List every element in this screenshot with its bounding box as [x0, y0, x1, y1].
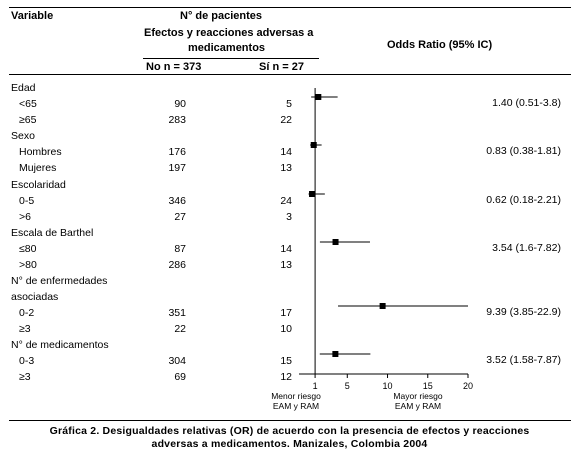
header-odds-ratio: Odds Ratio (95% IC): [387, 39, 493, 51]
or-point: [315, 94, 322, 100]
group-label: Sexo: [11, 130, 35, 142]
or-point: [332, 351, 339, 357]
x-label-more-risk: EAM y RAM: [395, 401, 441, 411]
x-label-less-risk: EAM y RAM: [273, 401, 319, 411]
row-value-no: 69: [174, 371, 186, 383]
x-tick-label: 5: [345, 381, 350, 391]
x-tick-label: 10: [383, 381, 393, 391]
row-value-no: 346: [168, 195, 186, 207]
row-label: 0-2: [19, 307, 35, 319]
row-label: ≥65: [19, 114, 37, 126]
row-value-no: 90: [174, 98, 186, 110]
header-rule: [9, 74, 571, 75]
group-label: Escala de Barthel: [11, 227, 94, 239]
row-label: >80: [19, 259, 37, 271]
x-tick-label: 15: [423, 381, 433, 391]
header-si-column: Sí n = 27: [259, 61, 304, 73]
header-adverse-line1: Efectos y reacciones adversas a: [144, 27, 314, 39]
header-adverse-line2: medicamentos: [188, 42, 266, 54]
top-rule: [9, 7, 571, 8]
or-label: 9.39 (3.85-22.9): [486, 306, 561, 318]
or-point: [310, 142, 317, 148]
row-value-si: 22: [280, 114, 292, 126]
row-label: Hombres: [19, 146, 62, 158]
x-label-more-risk: Mayor riesgo: [393, 391, 442, 401]
row-value-no: 22: [174, 323, 186, 335]
row-value-si: 24: [280, 195, 292, 207]
row-value-no: 283: [168, 114, 186, 126]
row-value-no: 351: [168, 307, 186, 319]
or-label: 0.83 (0.38-1.81): [486, 145, 561, 157]
row-value-si: 14: [280, 146, 292, 158]
header-no-column: No n = 373: [146, 61, 202, 73]
row-value-si: 5: [286, 98, 292, 110]
figure-caption-line1: Gráfica 2. Desigualdades relativas (OR) …: [49, 425, 530, 437]
header-patients: N° de pacientes: [180, 10, 263, 22]
row-label: ≥3: [19, 371, 31, 383]
row-value-no: 304: [168, 355, 186, 367]
row-value-no: 197: [168, 162, 186, 174]
x-tick-label: 20: [463, 381, 473, 391]
or-label: 3.52 (1.58-7.87): [486, 354, 561, 366]
row-label: ≤80: [19, 243, 37, 255]
row-value-si: 12: [280, 371, 292, 383]
or-label: 3.54 (1.6-7.82): [492, 242, 561, 254]
row-value-si: 13: [280, 162, 292, 174]
or-label: 1.40 (0.51-3.8): [492, 97, 561, 109]
group-label: N° de enfermedades: [11, 275, 108, 287]
header-variable: Variable: [11, 10, 54, 22]
row-value-si: 3: [286, 211, 292, 223]
row-label: Mujeres: [19, 162, 57, 174]
row-value-si: 15: [280, 355, 292, 367]
row-value-si: 14: [280, 243, 292, 255]
group-label: N° de medicamentos: [11, 339, 109, 351]
bottom-rule: [9, 420, 571, 421]
row-label: 0-5: [19, 195, 35, 207]
group-label: Edad: [11, 82, 36, 94]
group-label-cont: asociadas: [11, 291, 59, 303]
header-subrule: [143, 58, 319, 59]
row-value-no: 286: [168, 259, 186, 271]
row-value-no: 27: [174, 211, 186, 223]
or-point: [379, 303, 386, 309]
row-label: >6: [19, 211, 31, 223]
row-value-si: 10: [280, 323, 292, 335]
row-label: ≥3: [19, 323, 31, 335]
row-value-no: 87: [174, 243, 186, 255]
or-label: 0.62 (0.18-2.21): [486, 194, 561, 206]
row-value-no: 176: [168, 146, 186, 158]
row-value-si: 13: [280, 259, 292, 271]
group-label: Escolaridad: [11, 179, 66, 191]
row-value-si: 17: [280, 307, 292, 319]
x-label-less-risk: Menor riesgo: [271, 391, 321, 401]
or-point: [332, 239, 339, 245]
row-label: 0-3: [19, 355, 35, 367]
or-point: [309, 191, 316, 197]
figure-caption-line2: adversas a medicamentos. Manizales, Colo…: [151, 438, 428, 450]
row-label: <65: [19, 98, 37, 110]
x-tick-label: 1: [313, 381, 318, 391]
